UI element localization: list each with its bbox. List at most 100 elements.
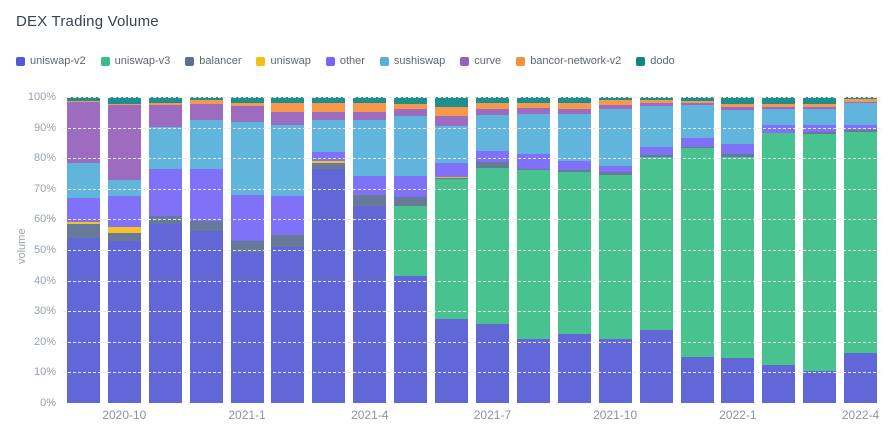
bar-segment-curve[interactable]: [721, 106, 755, 111]
bar-segment-sushiswap[interactable]: [598, 109, 632, 166]
legend-item-uniswap-v3[interactable]: uniswap-v3: [100, 56, 170, 67]
bar-segment-bancor-network-v2[interactable]: [435, 107, 469, 117]
bar-segment-bancor-network-v2[interactable]: [803, 104, 837, 108]
bar-segment-uniswap-v3[interactable]: [557, 171, 591, 335]
bar-segment-other[interactable]: [312, 151, 346, 162]
bar-segment-balancer[interactable]: [844, 130, 878, 133]
bar-segment-bancor-network-v2[interactable]: [557, 102, 591, 109]
bar-segment-curve[interactable]: [148, 105, 182, 127]
bar-segment-balancer[interactable]: [107, 233, 141, 241]
bar-segment-dodo[interactable]: [476, 97, 510, 104]
bar-segment-bancor-network-v2[interactable]: [66, 100, 100, 102]
bar-segment-other[interactable]: [271, 196, 305, 235]
bar-segment-uniswap[interactable]: [107, 227, 141, 234]
bar-segment-uniswap-v3[interactable]: [639, 156, 673, 331]
bar-segment-uniswap-v2[interactable]: [353, 206, 387, 403]
bar-segment-bancor-network-v2[interactable]: [394, 103, 428, 109]
bar-segment-uniswap-v2[interactable]: [312, 169, 346, 403]
bar-segment-sushiswap[interactable]: [639, 106, 673, 147]
bar-segment-other[interactable]: [353, 176, 387, 195]
bar-segment-sushiswap[interactable]: [680, 104, 714, 138]
bar-segment-other[interactable]: [844, 124, 878, 131]
bar-segment-curve[interactable]: [680, 102, 714, 105]
bar-segment-uniswap-v3[interactable]: [394, 206, 428, 277]
bar-segment-balancer[interactable]: [394, 196, 428, 207]
bar-segment-dodo[interactable]: [148, 97, 182, 104]
bar-segment-other[interactable]: [680, 137, 714, 147]
stacked-bar-2021-11[interactable]: [639, 97, 673, 403]
bar-segment-uniswap-v3[interactable]: [680, 148, 714, 357]
bar-segment-other[interactable]: [762, 124, 796, 134]
bar-segment-sushiswap[interactable]: [66, 162, 100, 199]
bar-segment-dodo[interactable]: [762, 97, 796, 104]
bar-segment-curve[interactable]: [230, 106, 264, 122]
bar-segment-uniswap-v2[interactable]: [516, 339, 550, 403]
bar-segment-bancor-network-v2[interactable]: [598, 99, 632, 106]
bar-segment-balancer[interactable]: [639, 155, 673, 157]
bar-segment-curve[interactable]: [844, 102, 878, 104]
bar-segment-uniswap-v3[interactable]: [435, 178, 469, 320]
bar-segment-dodo[interactable]: [435, 97, 469, 108]
bar-segment-balancer[interactable]: [476, 162, 510, 169]
bar-segment-bancor-network-v2[interactable]: [680, 100, 714, 103]
bar-segment-balancer[interactable]: [271, 234, 305, 247]
legend-item-uniswap[interactable]: uniswap: [256, 56, 311, 67]
bar-segment-other[interactable]: [435, 163, 469, 177]
bar-segment-bancor-network-v2[interactable]: [476, 103, 510, 109]
stacked-bar-2021-5[interactable]: [394, 97, 428, 403]
bar-segment-dodo[interactable]: [639, 97, 673, 100]
bar-segment-curve[interactable]: [312, 111, 346, 120]
bar-segment-curve[interactable]: [271, 112, 305, 125]
stacked-bar-2021-2[interactable]: [271, 97, 305, 403]
bar-segment-uniswap-v2[interactable]: [762, 365, 796, 403]
bar-segment-sushiswap[interactable]: [271, 124, 305, 197]
bar-segment-uniswap-v2[interactable]: [598, 339, 632, 403]
bar-segment-curve[interactable]: [107, 104, 141, 180]
bar-segment-uniswap-v3[interactable]: [598, 174, 632, 340]
bar-segment-uniswap-v2[interactable]: [435, 319, 469, 403]
bar-segment-curve[interactable]: [66, 101, 100, 163]
bar-segment-bancor-network-v2[interactable]: [639, 99, 673, 104]
bar-segment-bancor-network-v2[interactable]: [107, 103, 141, 105]
bar-segment-sushiswap[interactable]: [353, 119, 387, 177]
bar-segment-dodo[interactable]: [721, 97, 755, 104]
bar-segment-sushiswap[interactable]: [394, 116, 428, 177]
bar-segment-bancor-network-v2[interactable]: [762, 103, 796, 108]
bar-segment-uniswap-v2[interactable]: [844, 352, 878, 403]
bar-segment-sushiswap[interactable]: [312, 119, 346, 152]
bar-segment-curve[interactable]: [353, 111, 387, 120]
legend-item-sushiswap[interactable]: sushiswap: [379, 56, 445, 67]
stacked-bar-2022-1[interactable]: [721, 97, 755, 403]
bar-segment-uniswap[interactable]: [312, 161, 346, 164]
bar-segment-curve[interactable]: [557, 108, 591, 114]
bar-segment-uniswap-v3[interactable]: [721, 156, 755, 359]
bar-segment-sushiswap[interactable]: [844, 103, 878, 125]
bar-segment-sushiswap[interactable]: [516, 114, 550, 155]
bar-segment-other[interactable]: [230, 194, 264, 242]
bar-segment-curve[interactable]: [762, 107, 796, 110]
bar-segment-dodo[interactable]: [394, 97, 428, 104]
stacked-bar-2021-6[interactable]: [435, 97, 469, 403]
bar-segment-dodo[interactable]: [803, 97, 837, 105]
bar-segment-uniswap-v3[interactable]: [476, 168, 510, 325]
bar-segment-uniswap-v2[interactable]: [476, 324, 510, 403]
bar-segment-balancer[interactable]: [680, 146, 714, 149]
bar-segment-uniswap-v2[interactable]: [230, 251, 264, 403]
bar-segment-bancor-network-v2[interactable]: [230, 102, 264, 107]
bar-segment-bancor-network-v2[interactable]: [721, 103, 755, 107]
bar-segment-uniswap-v2[interactable]: [680, 356, 714, 403]
bar-segment-balancer[interactable]: [353, 194, 387, 207]
bar-segment-sushiswap[interactable]: [107, 179, 141, 197]
bar-segment-other[interactable]: [721, 144, 755, 155]
bar-segment-bancor-network-v2[interactable]: [353, 103, 387, 112]
stacked-bar-2021-4[interactable]: [353, 97, 387, 403]
bar-segment-dodo[interactable]: [230, 97, 264, 103]
stacked-bar-2022-2[interactable]: [762, 97, 796, 403]
bar-segment-other[interactable]: [557, 161, 591, 171]
bar-segment-sushiswap[interactable]: [803, 109, 837, 125]
bar-segment-curve[interactable]: [803, 107, 837, 110]
bar-segment-dodo[interactable]: [680, 97, 714, 101]
bar-segment-sushiswap[interactable]: [762, 109, 796, 125]
bar-segment-curve[interactable]: [394, 108, 428, 117]
stacked-bar-2021-1[interactable]: [230, 97, 264, 403]
